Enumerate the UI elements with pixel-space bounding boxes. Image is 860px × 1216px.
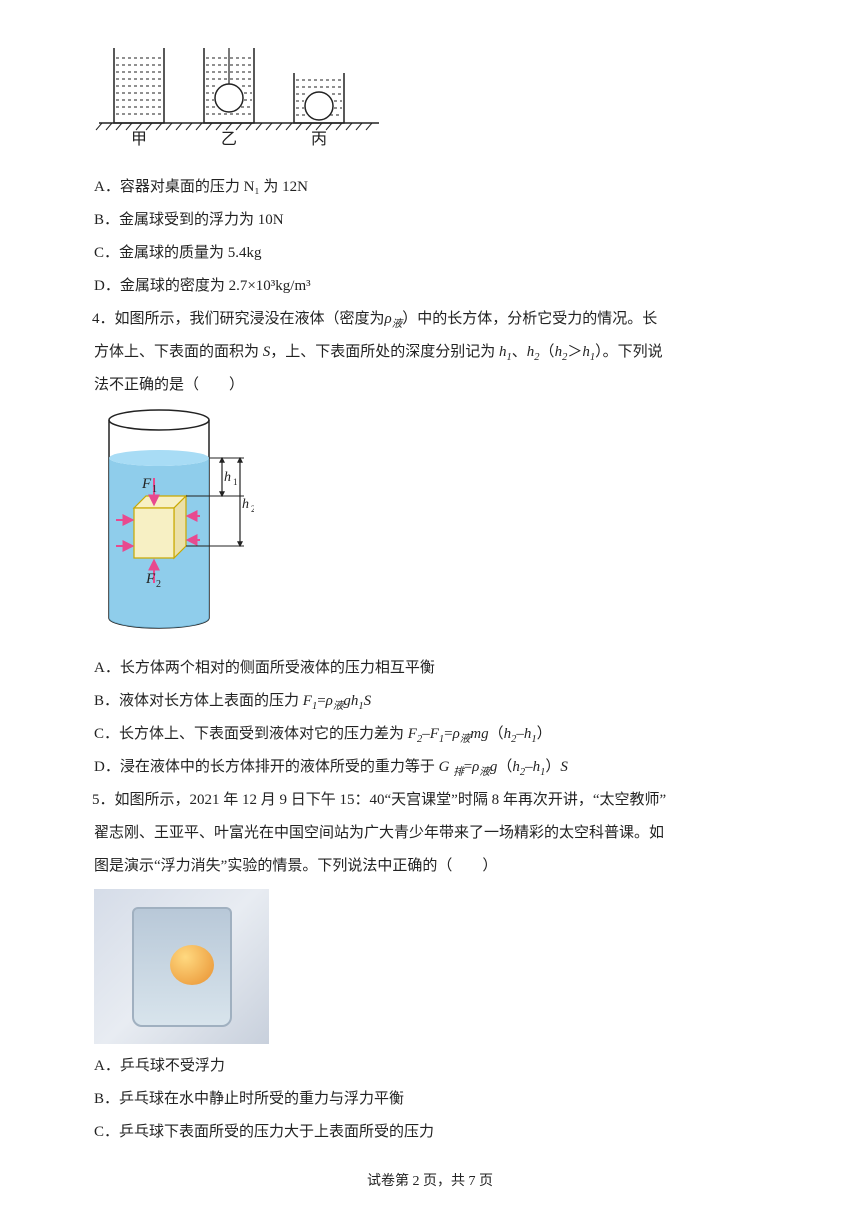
q5-option-B: B．乒乓球在水中静止时所受的重力与浮力平衡 (94, 1083, 790, 1116)
q4-option-A: A．长方体两个相对的侧面所受液体的压力相互平衡 (94, 652, 790, 685)
svg-text:F: F (141, 476, 152, 492)
svg-text:丙: 丙 (311, 131, 327, 148)
page-footer: 试卷第 2 页，共 7 页 (0, 1167, 860, 1198)
q5-option-A: A．乒乓球不受浮力 (94, 1050, 790, 1083)
svg-text:h: h (224, 470, 231, 485)
q5-stem-line2: 翟志刚、王亚平、叶富光在中国空间站为广大青少年带来了一场精彩的太空科普课。如 (94, 817, 790, 850)
svg-text:2: 2 (251, 504, 254, 514)
svg-text:2: 2 (156, 579, 161, 590)
q3-option-D: D．金属球的密度为 2.7×10³kg/m³ (94, 270, 790, 303)
q5-stem-line1: 5．如图所示，2021 年 12 月 9 日下午 15：40“天宫课堂”时隔 8… (94, 784, 790, 817)
q4-stem-line3: 法不正确的是（ ） (94, 369, 790, 402)
q4-stem-line2: 方体上、下表面的面积为 S，上、下表面所处的深度分别记为 h1、h2（h2＞h1… (94, 336, 790, 369)
q5-stem-line3: 图是演示“浮力消失”实验的情景。下列说法中正确的（ ） (94, 850, 790, 883)
q4-option-C: C．长方体上、下表面受到液体对它的压力差为 F2‒F1=ρ液mg（h2‒h1） (94, 718, 790, 751)
q4-option-B: B．液体对长方体上表面的压力 F1=ρ液gh1S (94, 685, 790, 718)
q3-option-C: C．金属球的质量为 5.4kg (94, 237, 790, 270)
q5-option-C: C．乒乓球下表面所受的压力大于上表面所受的压力 (94, 1116, 790, 1149)
q3-option-A: A．容器对桌面的压力 N₁ 为 12N (94, 171, 790, 204)
space-experiment-photo (94, 889, 269, 1044)
q4-stem-line1: 4．如图所示，我们研究浸没在液体（密度为ρ液）中的长方体，分析它受力的情况。长 (94, 303, 790, 336)
svg-text:F: F (145, 571, 156, 587)
svg-text:h: h (242, 497, 249, 512)
svg-text:乙: 乙 (221, 131, 237, 148)
q3-option-B: B．金属球受到的浮力为 10N (94, 204, 790, 237)
svg-text:1: 1 (233, 477, 238, 487)
cuboid-in-liquid-diagram: F1 F2 h1 h2 (94, 408, 254, 633)
svg-text:甲: 甲 (131, 131, 147, 148)
three-beakers-diagram: 甲 乙 丙 (94, 38, 384, 148)
q4-option-D: D．浸在液体中的长方体排开的液体所受的重力等于 G 排=ρ液g（h2‒h1）S (94, 751, 790, 784)
svg-text:1: 1 (152, 484, 157, 495)
